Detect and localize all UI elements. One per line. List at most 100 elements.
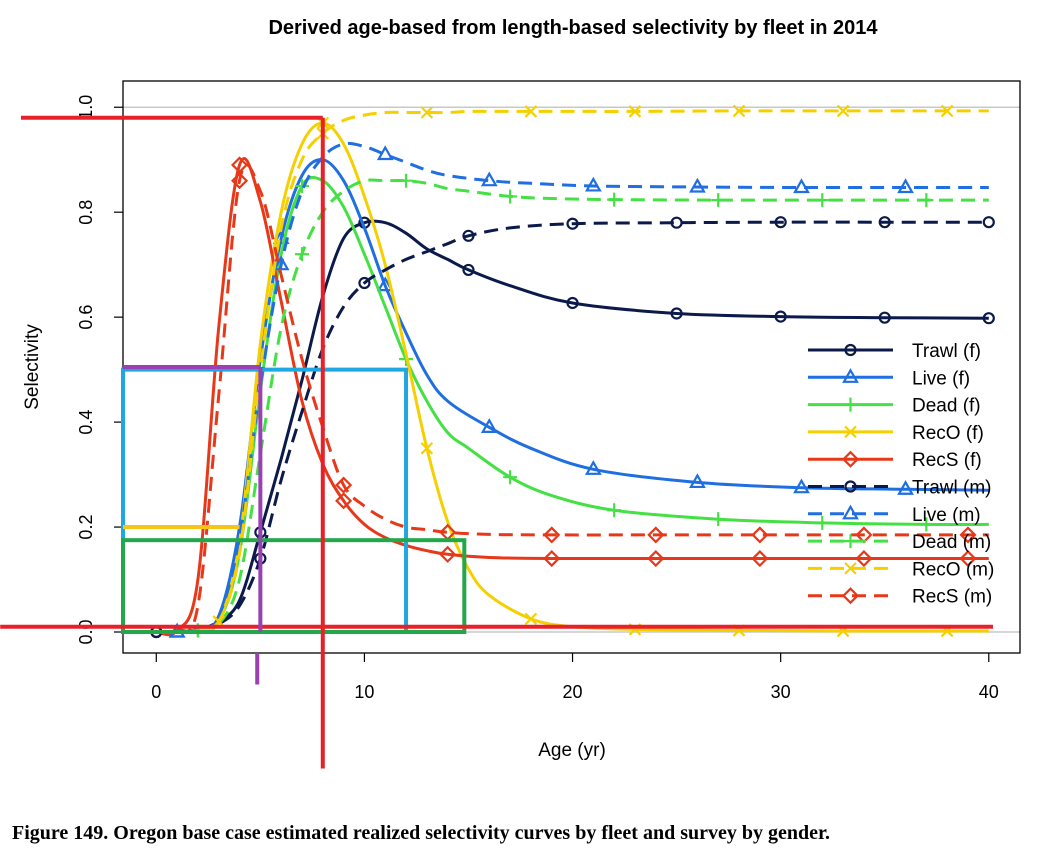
series-marker [982, 312, 995, 325]
series-marker [897, 178, 914, 194]
series-line [156, 219, 989, 634]
axes: 0 10 20 30 40 0.0 0.2 0.4 0.6 0.8 1.0 [76, 95, 999, 702]
legend-marker [844, 425, 857, 439]
legend-item: Trawl (f) [808, 341, 981, 362]
y-tick-label: 0.6 [76, 305, 96, 330]
series-line [156, 158, 989, 634]
series-marker [420, 106, 434, 119]
series-marker [294, 178, 309, 193]
legend-label: RecO (f) [912, 423, 984, 444]
legend-marker [841, 587, 860, 605]
x-axis-label: Age (yr) [538, 740, 606, 761]
series-marker [959, 549, 977, 568]
y-tick-label: 0.0 [76, 619, 96, 644]
x-tick-label: 40 [979, 682, 999, 702]
series-marker [793, 478, 810, 494]
legend-item: Dead (m) [808, 532, 991, 553]
series-marker [897, 480, 914, 495]
selectivity-chart: Derived age-based from length-based sele… [0, 17, 1021, 769]
series-marker [543, 526, 561, 544]
y-axis-label: Selectivity [22, 324, 43, 410]
series-marker [919, 517, 934, 532]
series-marker [420, 442, 434, 455]
y-tick-label: 0.4 [76, 410, 96, 435]
series-marker [751, 549, 769, 568]
annotation-overlay [0, 115, 993, 769]
legend-item: RecS (m) [808, 587, 992, 608]
series-marker [566, 296, 579, 310]
legend-label: Trawl (f) [912, 341, 981, 362]
legend: Trawl (f) Live (f) Dead (f) RecO (f) RecS (f… [808, 341, 994, 608]
legend-label: Live (m) [912, 505, 981, 526]
legend-label: Live (f) [912, 368, 970, 389]
y-tick-label: 0.8 [76, 200, 96, 225]
legend-label: RecO (m) [912, 559, 994, 580]
series-marker [607, 192, 622, 207]
legend-marker [842, 504, 859, 520]
series-marker [670, 307, 683, 320]
x-tick-label: 20 [563, 682, 583, 702]
series-marker [815, 515, 830, 530]
series-marker [503, 470, 518, 485]
series-marker [584, 460, 602, 475]
series-4 [156, 156, 989, 637]
series-line [156, 109, 989, 634]
legend-item: RecS (f) [808, 450, 982, 471]
series-marker [959, 526, 977, 544]
legend-label: Dead (f) [912, 396, 981, 417]
series-marker [793, 178, 810, 194]
series-marker [566, 217, 579, 230]
legend-item: Dead (f) [808, 396, 981, 417]
legend-marker [843, 534, 858, 549]
series-marker [815, 193, 830, 208]
annotation-box [121, 367, 409, 635]
series-marker [878, 311, 891, 324]
x-tick-label: 30 [771, 682, 791, 702]
series-marker [358, 276, 371, 290]
annotation-box [121, 538, 467, 635]
legend-marker [843, 397, 858, 412]
legend-marker [842, 368, 859, 383]
chart-title: Derived age-based from length-based sele… [268, 17, 878, 39]
legend-item: Live (f) [808, 368, 970, 389]
legend-marker [844, 562, 857, 575]
series-marker [647, 526, 665, 544]
series-line [156, 220, 989, 634]
series-marker [732, 104, 746, 118]
legend-marker [844, 343, 857, 357]
series-marker [607, 503, 622, 518]
legend-item: Live (m) [808, 504, 981, 526]
series-marker [774, 216, 787, 229]
series-marker [584, 176, 602, 192]
series-marker [480, 418, 498, 433]
legend-label: Dead (m) [912, 532, 991, 553]
series-marker [774, 310, 787, 323]
legend-item: RecO (m) [808, 559, 994, 580]
series-marker [524, 612, 538, 626]
series-marker [711, 193, 726, 208]
series-marker [647, 549, 665, 568]
series-marker [689, 177, 706, 193]
series-line [156, 178, 989, 634]
y-tick-label: 1.0 [76, 95, 96, 120]
series-marker [335, 492, 353, 510]
figure-caption: Figure 149. Oregon base case estimated r… [12, 822, 831, 844]
series-marker [628, 105, 642, 118]
series-marker [670, 216, 683, 229]
series-marker [294, 247, 309, 262]
series-marker [480, 171, 498, 187]
series-marker [524, 105, 538, 118]
series-marker [855, 549, 873, 568]
legend-item: Trawl (m) [808, 478, 992, 499]
x-tick-label: 0 [151, 682, 161, 702]
series-marker [543, 549, 561, 568]
series-marker [230, 156, 249, 174]
series-6 [156, 141, 989, 638]
series-marker [376, 145, 394, 161]
x-tick-label: 10 [354, 682, 374, 702]
series-marker [503, 189, 518, 204]
series-line [156, 141, 989, 634]
series-marker [462, 263, 475, 277]
y-tick-label: 0.2 [76, 515, 96, 540]
series-marker [399, 173, 414, 188]
